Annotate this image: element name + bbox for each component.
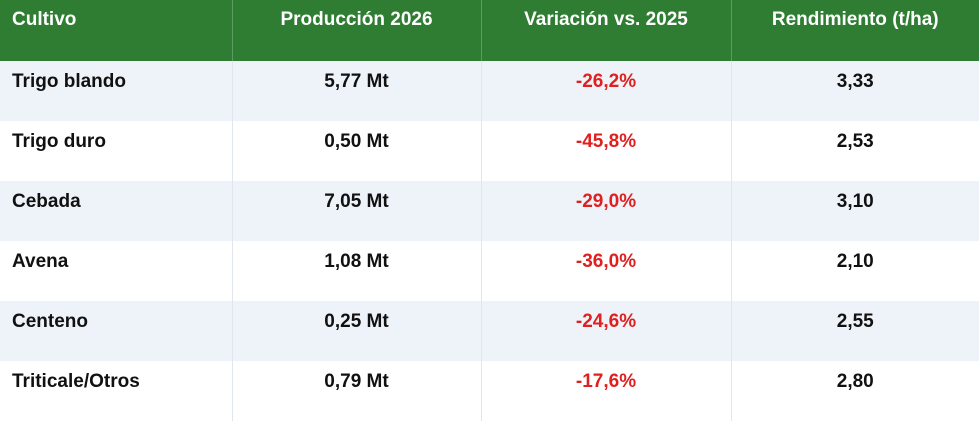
- header-produccion: Producción 2026: [232, 0, 482, 61]
- cell-cultivo: Cebada: [0, 181, 233, 241]
- table-row: Triticale/Otros 0,79 Mt -17,6% 2,80: [0, 361, 979, 421]
- header-row: Cultivo Producción 2026 Variación vs. 20…: [0, 0, 979, 61]
- cell-cultivo: Triticale/Otros: [0, 361, 233, 421]
- cell-variacion: -26,2%: [481, 61, 732, 121]
- table-row: Avena 1,08 Mt -36,0% 2,10: [0, 241, 979, 301]
- cell-produccion: 1,08 Mt: [232, 241, 482, 301]
- header-rendimiento: Rendimiento (t/ha): [771, 9, 939, 30]
- cell-cultivo: Centeno: [0, 301, 233, 361]
- cell-variacion: -17,6%: [481, 361, 732, 421]
- cell-produccion: 0,79 Mt: [232, 361, 482, 421]
- table-body: Trigo blando 5,77 Mt -26,2% 3,33 Trigo d…: [0, 61, 979, 421]
- cell-rendimiento: 3,10: [836, 191, 874, 212]
- table-row: Trigo blando 5,77 Mt -26,2% 3,33: [0, 61, 979, 121]
- cell-produccion: 0,50 Mt: [232, 121, 482, 181]
- cell-rendimiento: 2,53: [836, 131, 874, 152]
- cell-variacion: -29,0%: [481, 181, 732, 241]
- header-variacion: Variación vs. 2025: [481, 0, 732, 61]
- cell-cultivo: Trigo blando: [0, 61, 233, 121]
- cell-produccion: 0,25 Mt: [232, 301, 482, 361]
- header-cultivo: Cultivo: [0, 0, 233, 61]
- table-row: Trigo duro 0,50 Mt -45,8% 2,53: [0, 121, 979, 181]
- cell-variacion: -24,6%: [481, 301, 732, 361]
- cell-rendimiento: 2,55: [836, 311, 874, 332]
- cell-cultivo: Avena: [0, 241, 233, 301]
- cell-cultivo: Trigo duro: [0, 121, 233, 181]
- cell-produccion: 5,77 Mt: [232, 61, 482, 121]
- table-header: Cultivo Producción 2026 Variación vs. 20…: [0, 0, 979, 61]
- cell-produccion: 7,05 Mt: [232, 181, 482, 241]
- cell-variacion: -45,8%: [481, 121, 732, 181]
- table-row: Cebada 7,05 Mt -29,0% 3,10: [0, 181, 979, 241]
- cell-rendimiento: 2,10: [836, 251, 874, 272]
- cell-rendimiento: 3,33: [836, 71, 874, 92]
- cell-variacion: -36,0%: [481, 241, 732, 301]
- table-row: Centeno 0,25 Mt -24,6% 2,55: [0, 301, 979, 361]
- cell-rendimiento: 2,80: [836, 371, 874, 392]
